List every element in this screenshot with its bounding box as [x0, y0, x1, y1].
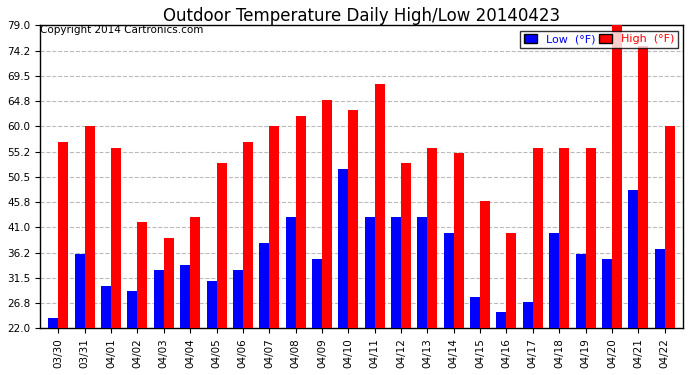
- Bar: [259, 243, 269, 328]
- Bar: [506, 232, 517, 328]
- Bar: [417, 217, 427, 328]
- Bar: [286, 217, 295, 328]
- Bar: [480, 201, 490, 328]
- Bar: [523, 302, 533, 328]
- Bar: [190, 217, 200, 328]
- Bar: [75, 254, 85, 328]
- Bar: [137, 222, 148, 328]
- Bar: [454, 153, 464, 328]
- Bar: [444, 232, 454, 328]
- Title: Outdoor Temperature Daily High/Low 20140423: Outdoor Temperature Daily High/Low 20140…: [163, 7, 560, 25]
- Bar: [364, 217, 375, 328]
- Bar: [180, 265, 190, 328]
- Bar: [164, 238, 174, 328]
- Bar: [559, 147, 569, 328]
- Bar: [101, 286, 111, 328]
- Bar: [533, 147, 543, 328]
- Bar: [375, 84, 385, 328]
- Text: Copyright 2014 Cartronics.com: Copyright 2014 Cartronics.com: [40, 25, 204, 35]
- Bar: [638, 46, 649, 328]
- Bar: [628, 190, 638, 328]
- Bar: [496, 312, 506, 328]
- Bar: [401, 164, 411, 328]
- Bar: [269, 126, 279, 328]
- Bar: [154, 270, 164, 328]
- Bar: [312, 259, 322, 328]
- Bar: [602, 259, 612, 328]
- Bar: [233, 270, 243, 328]
- Bar: [348, 110, 358, 328]
- Bar: [612, 25, 622, 328]
- Bar: [549, 232, 559, 328]
- Bar: [206, 280, 217, 328]
- Bar: [470, 297, 480, 328]
- Bar: [391, 217, 401, 328]
- Bar: [427, 147, 437, 328]
- Bar: [575, 254, 586, 328]
- Bar: [322, 100, 332, 328]
- Bar: [48, 318, 59, 328]
- Bar: [664, 126, 675, 328]
- Bar: [217, 164, 226, 328]
- Bar: [338, 169, 348, 328]
- Bar: [128, 291, 137, 328]
- Bar: [655, 249, 664, 328]
- Bar: [295, 116, 306, 328]
- Bar: [243, 142, 253, 328]
- Bar: [85, 126, 95, 328]
- Bar: [111, 147, 121, 328]
- Bar: [586, 147, 595, 328]
- Bar: [59, 142, 68, 328]
- Legend: Low  (°F), High  (°F): Low (°F), High (°F): [520, 31, 678, 48]
